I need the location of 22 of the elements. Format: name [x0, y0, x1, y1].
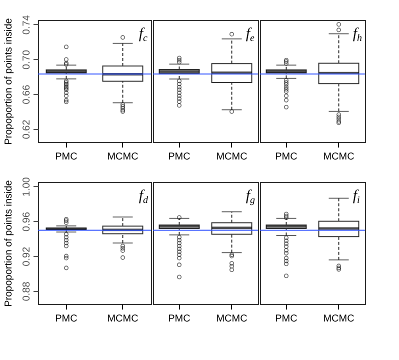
- y-tick-label: 0.88: [22, 281, 32, 302]
- x-tick-label: MCMC: [216, 314, 248, 324]
- x-tick-label: PMC: [55, 152, 78, 162]
- x-tick-label: PMC: [168, 314, 190, 324]
- y-tick-label: 0.62: [22, 119, 32, 140]
- x-tick-label: MCMC: [107, 314, 138, 324]
- x-tick-label: PMC: [275, 314, 298, 324]
- y-tick-label: 0.70: [22, 50, 32, 70]
- x-tick-label: PMC: [168, 152, 190, 162]
- y-axis-title: Propoportion of points inside: [4, 18, 14, 145]
- y-tick-label: 0.92: [22, 246, 32, 266]
- y-tick-label: 0.96: [22, 212, 32, 232]
- x-tick-label: PMC: [55, 314, 78, 324]
- x-tick-label: MCMC: [107, 152, 138, 162]
- y-tick-label: 0.74: [22, 14, 32, 35]
- x-tick-label: MCMC: [216, 152, 248, 162]
- x-tick-label: MCMC: [323, 152, 354, 162]
- y-axis-title: Propoportion of points inside: [4, 180, 14, 307]
- y-tick-label: 1.00: [22, 176, 32, 197]
- x-tick-label: MCMC: [323, 314, 354, 324]
- y-tick-label: 0.66: [22, 84, 32, 104]
- x-tick-label: PMC: [275, 152, 298, 162]
